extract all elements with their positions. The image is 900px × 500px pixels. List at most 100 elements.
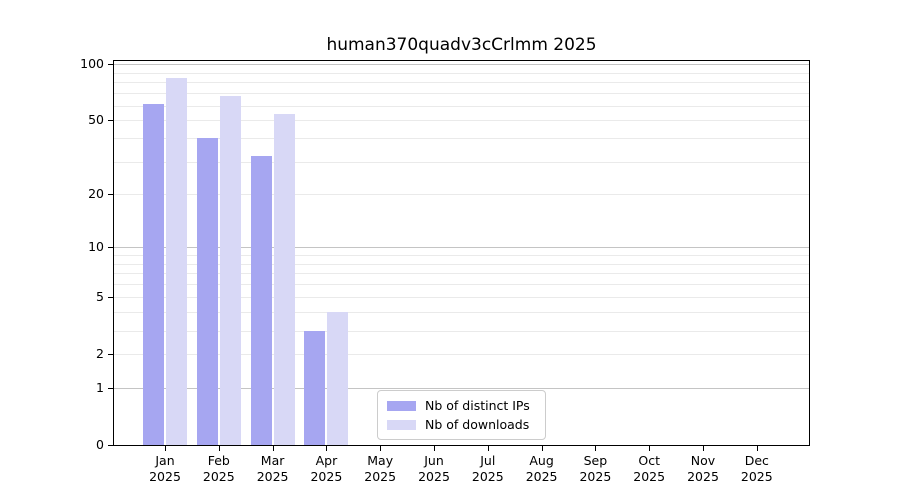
x-tick-mark (756, 446, 758, 451)
y-tick-label: 10 (88, 239, 104, 254)
minor-gridline (114, 330, 809, 332)
bar (250, 156, 272, 445)
x-tick-mark (541, 446, 543, 451)
y-tick-mark (108, 297, 113, 299)
minor-gridline (114, 82, 809, 84)
minor-gridline (114, 161, 809, 163)
minor-gridline (114, 138, 809, 140)
x-tick-year: 2025 (364, 469, 397, 484)
y-tick-mark (108, 354, 113, 356)
x-tick-month: Feb (207, 453, 230, 468)
minor-gridline (114, 254, 809, 256)
x-tick-label: Feb 2025 (187, 453, 251, 485)
legend-label-distinct-ips: Nb of distinct IPs (425, 398, 530, 413)
y-tick-mark (108, 64, 113, 65)
x-tick-label: Jan 2025 (133, 453, 197, 485)
x-tick-month: Jan (155, 453, 175, 468)
x-tick-month: Dec (744, 453, 769, 468)
x-tick-month: Nov (690, 453, 716, 468)
x-tick-label: Sep 2025 (563, 453, 627, 485)
minor-gridline (114, 263, 809, 265)
x-tick-label: Mar 2025 (241, 453, 305, 485)
x-tick-year: 2025 (310, 469, 343, 484)
minor-gridline (114, 273, 809, 275)
major-gridline (114, 64, 809, 65)
plot-area (113, 60, 810, 446)
major-gridline (114, 247, 809, 248)
x-tick-year: 2025 (149, 469, 181, 484)
y-tick-mark (108, 193, 113, 195)
minor-gridline (114, 93, 809, 95)
minor-gridline (114, 297, 809, 299)
minor-gridline (114, 105, 809, 107)
x-tick-year: 2025 (471, 469, 504, 484)
y-tick-label: 50 (88, 112, 104, 128)
x-tick-month: Jun (424, 453, 444, 468)
x-tick-label: Oct 2025 (617, 453, 681, 485)
x-tick-mark (165, 446, 166, 451)
y-tick-mark (108, 387, 113, 389)
chart-title: human370quadv3cCrlmm 2025 (326, 35, 597, 55)
y-tick-label: 2 (96, 346, 104, 362)
minor-gridline (114, 72, 809, 74)
bar (327, 312, 349, 445)
bar (273, 114, 295, 445)
legend-label-downloads: Nb of downloads (425, 417, 530, 432)
minor-gridline (114, 284, 809, 286)
x-tick-year: 2025 (579, 469, 612, 484)
x-tick-year: 2025 (740, 469, 773, 484)
x-tick-label: May 2025 (348, 453, 412, 485)
x-tick-label: Nov 2025 (671, 453, 735, 485)
x-tick-mark (272, 446, 274, 451)
bar (143, 104, 164, 445)
x-tick-month: Oct (638, 453, 660, 468)
x-tick-mark (595, 446, 597, 451)
y-tick-label: 20 (88, 185, 104, 201)
x-tick-label: Aug 2025 (510, 453, 574, 485)
x-tick-month: May (367, 453, 394, 468)
minor-gridline (114, 312, 809, 314)
y-tick-mark (108, 247, 113, 248)
major-gridline (114, 387, 809, 389)
bar (196, 138, 218, 445)
y-tick-label: 5 (96, 289, 104, 305)
y-tick-label: 0 (96, 437, 104, 452)
x-tick-mark (703, 446, 704, 451)
bar (219, 95, 241, 445)
legend-row-downloads: Nb of downloads (387, 415, 536, 434)
downloads-swatch-icon (387, 419, 416, 430)
x-tick-year: 2025 (202, 469, 235, 484)
y-tick-label: 100 (80, 56, 104, 71)
x-tick-year: 2025 (633, 469, 666, 484)
y-tick-mark (108, 445, 113, 446)
x-tick-year: 2025 (687, 469, 719, 484)
x-tick-mark (487, 446, 489, 451)
x-tick-month: Jul (480, 453, 496, 468)
distinct-ips-swatch-icon (387, 400, 416, 411)
x-tick-label: Jul 2025 (456, 453, 520, 485)
bar (304, 330, 326, 445)
x-tick-month: Mar (260, 453, 285, 468)
x-tick-year: 2025 (256, 469, 289, 484)
x-tick-mark (434, 446, 435, 451)
minor-gridline (114, 354, 809, 356)
minor-gridline (114, 120, 809, 122)
minor-gridline (114, 193, 809, 195)
x-tick-mark (326, 446, 328, 451)
x-tick-label: Jun 2025 (402, 453, 466, 485)
x-tick-month: Sep (583, 453, 608, 468)
x-tick-mark (649, 446, 651, 451)
legend-row-distinct-ips: Nb of distinct IPs (387, 396, 536, 415)
bar (166, 78, 187, 445)
x-tick-label: Dec 2025 (725, 453, 789, 485)
x-tick-year: 2025 (418, 469, 450, 484)
x-tick-month: Aug (529, 453, 554, 468)
x-tick-year: 2025 (525, 469, 558, 484)
x-tick-mark (380, 446, 382, 451)
x-tick-mark (218, 446, 220, 451)
x-tick-month: Apr (315, 453, 338, 468)
y-tick-label: 1 (96, 379, 104, 395)
y-tick-mark (108, 120, 113, 122)
x-tick-label: Apr 2025 (294, 453, 358, 485)
